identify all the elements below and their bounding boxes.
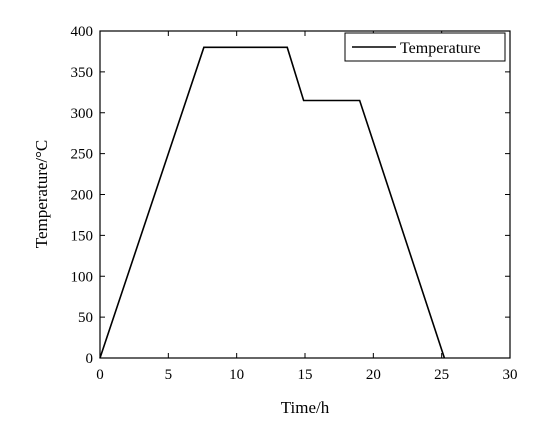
y-tick-label: 100 — [71, 269, 94, 285]
x-tick-label: 5 — [165, 367, 173, 383]
x-axis-title: Time/h — [281, 398, 330, 417]
y-tick-label: 150 — [71, 228, 94, 244]
axis-ticks — [99, 30, 511, 359]
x-tick-label: 0 — [96, 367, 104, 383]
x-tick-label: 25 — [434, 367, 449, 383]
legend: Temperature — [344, 32, 506, 62]
y-tick-label: 250 — [71, 147, 94, 163]
x-tick-label: 10 — [229, 367, 244, 383]
plot-frame — [99, 30, 511, 359]
y-axis-title: Temperature/°C — [32, 140, 51, 249]
y-tick-label: 350 — [71, 65, 94, 81]
y-tick-label: 300 — [71, 106, 94, 122]
legend-label: Temperature — [400, 40, 481, 57]
x-tick-label: 30 — [503, 367, 518, 383]
x-tick-label: 20 — [366, 367, 381, 383]
y-tick-label: 50 — [78, 310, 93, 326]
series-line-temperature — [99, 46, 446, 359]
y-tick-label: 0 — [86, 351, 94, 367]
y-tick-label: 400 — [71, 24, 94, 40]
x-tick-label: 15 — [298, 367, 313, 383]
y-tick-label: 200 — [71, 188, 94, 204]
